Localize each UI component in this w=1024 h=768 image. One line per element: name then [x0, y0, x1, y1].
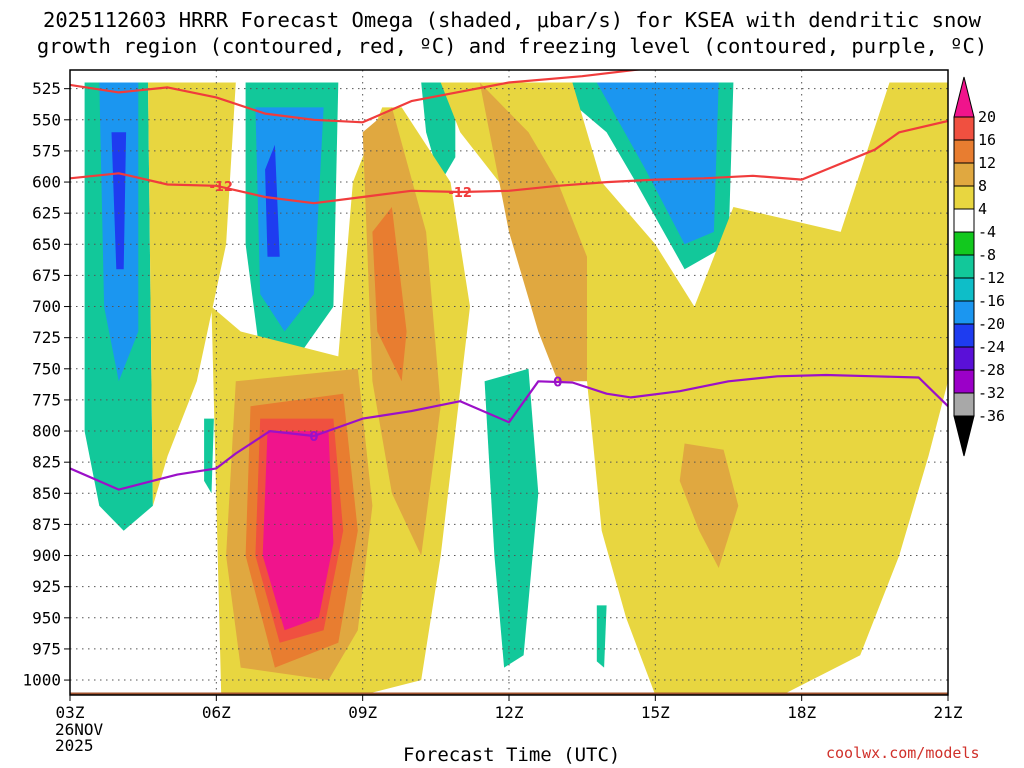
y-tick-label-850: 850 [32, 484, 61, 503]
y-tick-label-875: 875 [32, 515, 61, 534]
colorbar-box-10 [953, 346, 975, 371]
dendritic-label-1: -12 [448, 186, 472, 201]
y-tick-label-950: 950 [32, 608, 61, 627]
colorbar-label--24: -24 [978, 338, 1005, 356]
x-tick-label-09Z: 09Z [348, 703, 377, 722]
omega-region-21 [262, 431, 334, 631]
colorbar-label-8: 8 [978, 177, 987, 195]
y-tick-label-600: 600 [32, 173, 61, 192]
y-tick-label-825: 825 [32, 453, 61, 472]
x-tick-label-21Z: 21Z [934, 703, 963, 722]
x-date-label: 26NOV [55, 720, 104, 739]
y-tick-label-725: 725 [32, 328, 61, 347]
colorbar-box-9 [953, 323, 975, 348]
dendritic-label-0: -12 [209, 180, 233, 195]
colorbar-label--36: -36 [978, 407, 1005, 425]
colorbar-label--32: -32 [978, 384, 1005, 402]
chart-title-line-2: growth region (contoured, red, ºC) and f… [36, 34, 988, 58]
y-tick-label-625: 625 [32, 204, 61, 223]
colorbar-box-1 [953, 139, 975, 164]
colorbar-box-8 [953, 300, 975, 325]
y-tick-label-1000: 1000 [22, 671, 61, 690]
colorbar-box-2 [953, 162, 975, 187]
y-tick-label-975: 975 [32, 639, 61, 658]
x-tick-label-15Z: 15Z [641, 703, 670, 722]
pressure-axis: 525 550 575 600 625 650 675 700 725 750 775 800 825 8… [22, 79, 70, 690]
chart-title-line-1: 2025112603 HRRR Forecast Omega (shaded, … [43, 8, 981, 32]
freezing-label-0: 0 [309, 430, 318, 445]
y-tick-label-525: 525 [32, 79, 61, 98]
y-tick-label-550: 550 [32, 110, 61, 129]
colorbar-label-20: 20 [978, 108, 996, 126]
colorbar-label-12: 12 [978, 154, 996, 172]
omega-region-11 [596, 605, 607, 668]
x-tick-label-03Z: 03Z [56, 703, 85, 722]
y-tick-label-750: 750 [32, 359, 61, 378]
x-axis-title: Forecast Time (UTC) [403, 744, 621, 766]
y-tick-label-775: 775 [32, 390, 61, 409]
omega-region-17 [479, 82, 587, 382]
dendritic-contour-0 [70, 70, 644, 124]
y-tick-label-925: 925 [32, 577, 61, 596]
freezing-label-1: 0 [553, 375, 562, 390]
y-tick-label-700: 700 [32, 297, 61, 316]
colorbar-box-5 [953, 231, 975, 256]
colorbar-label--16: -16 [978, 292, 1005, 310]
colorbar-box-4 [953, 208, 975, 233]
ground-strip [70, 692, 948, 695]
colorbar-label--12: -12 [978, 269, 1005, 287]
colorbar-box-12 [953, 392, 975, 417]
omega-region-19 [372, 207, 407, 382]
colorbar-box-3 [953, 185, 975, 210]
omega-region-6 [421, 82, 456, 183]
colorbar-label-16: 16 [978, 131, 996, 149]
omega-region-5 [265, 144, 280, 257]
colorbar: 20 16 12 8 4 -4 -8 -12 -16 -20 -24 -28 -32 -36 [953, 76, 1005, 457]
colorbar-bottom-arrow [953, 415, 975, 457]
y-tick-label-800: 800 [32, 422, 61, 441]
x-tick-label-06Z: 06Z [202, 703, 231, 722]
omega-region-22 [679, 443, 739, 568]
omega-region-9 [484, 368, 539, 668]
colorbar-label--4: -4 [978, 223, 996, 241]
omega-region-10 [204, 418, 214, 494]
colorbar-box-7 [953, 277, 975, 302]
colorbar-label-4: 4 [978, 200, 987, 218]
x-tick-label-12Z: 12Z [495, 703, 524, 722]
colorbar-box-11 [953, 369, 975, 394]
y-tick-label-675: 675 [32, 266, 61, 285]
omega-region-2 [111, 132, 127, 270]
dendritic-contour-1 [70, 119, 948, 205]
x-year-label: 2025 [55, 736, 94, 755]
omega-region-12 [148, 82, 236, 506]
colorbar-box-6 [953, 254, 975, 279]
y-tick-label-575: 575 [32, 141, 61, 160]
colorbar-label--28: -28 [978, 361, 1005, 379]
y-tick-label-650: 650 [32, 235, 61, 254]
colorbar-label--8: -8 [978, 246, 996, 264]
colorbar-box-0 [953, 116, 975, 141]
colorbar-top-arrow [953, 76, 975, 118]
freezing-level-contour [70, 373, 948, 491]
contour-lines: -12 -12 0 0 [70, 70, 948, 491]
y-tick-label-900: 900 [32, 546, 61, 565]
omega-region-8 [596, 82, 719, 245]
site-credit[interactable]: coolwx.com/models [826, 744, 980, 762]
colorbar-label--20: -20 [978, 315, 1005, 333]
x-tick-label-18Z: 18Z [787, 703, 816, 722]
